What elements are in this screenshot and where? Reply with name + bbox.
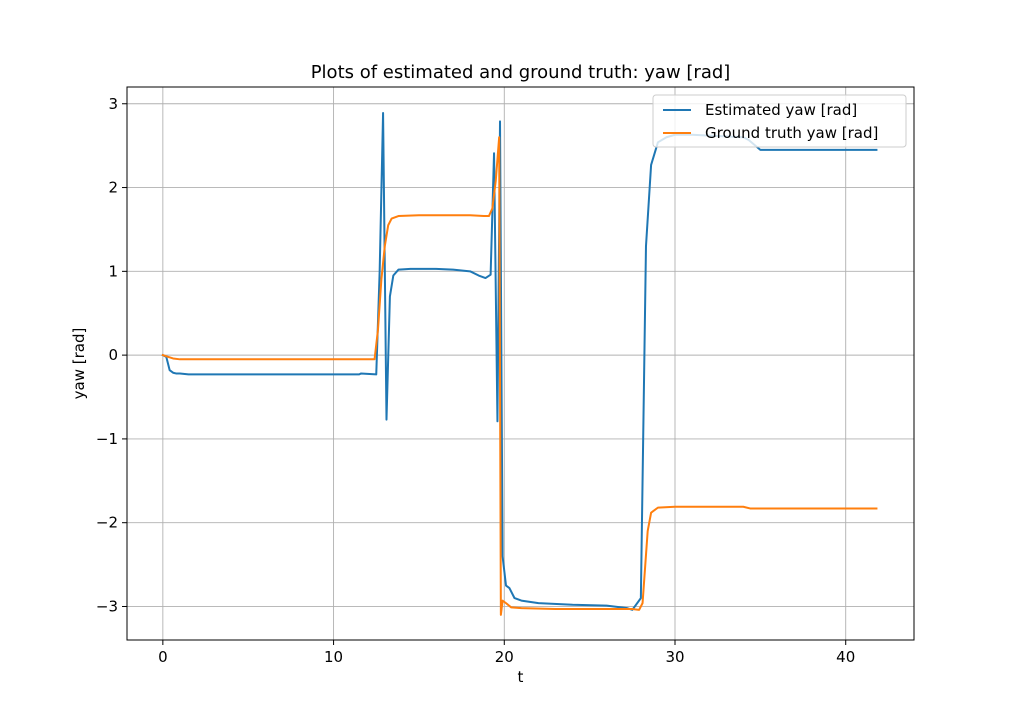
legend-entry-label: Estimated yaw [rad] [705,101,857,119]
x-tick-label: 40 [836,648,855,666]
series-line-estimated-yaw [161,111,878,611]
plot-frame [126,86,915,641]
x-tick-label: 20 [495,648,514,666]
legend-entry-label: Ground truth yaw [rad] [705,124,878,142]
y-tick-label: 3 [108,95,118,113]
y-tick-label: −2 [96,514,118,532]
y-tick-label: 2 [108,179,118,197]
grid [127,87,914,640]
y-tick-label: −3 [96,597,118,615]
legend-box [652,94,907,148]
legend: Estimated yaw [rad] Ground truth yaw [rad… [652,94,907,148]
x-tick-label: 0 [158,648,168,666]
series-lines [161,111,878,616]
x-axis-label: t [518,668,524,686]
x-tick-label: 10 [324,648,343,666]
y-axis-label: yaw [rad] [70,328,88,400]
y-tick-label: 0 [108,346,118,364]
series-line-ground-truth-yaw [161,136,878,616]
chart-title: Plots of estimated and ground truth: yaw… [311,62,731,83]
y-tick-label: −1 [96,430,118,448]
x-tick-label: 30 [665,648,684,666]
y-tick-label: 1 [108,262,118,280]
